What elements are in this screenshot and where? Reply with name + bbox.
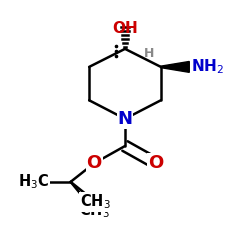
- Text: O: O: [86, 154, 102, 172]
- Text: CH$_3$: CH$_3$: [79, 201, 110, 220]
- Text: H$_3$C: H$_3$C: [18, 172, 49, 191]
- Text: CH$_3$: CH$_3$: [80, 192, 111, 211]
- Text: OH: OH: [112, 21, 138, 36]
- Text: N: N: [118, 110, 132, 128]
- Polygon shape: [161, 62, 189, 72]
- Text: NH$_2$: NH$_2$: [190, 58, 224, 76]
- Text: H: H: [144, 47, 154, 60]
- Text: O: O: [148, 154, 164, 172]
